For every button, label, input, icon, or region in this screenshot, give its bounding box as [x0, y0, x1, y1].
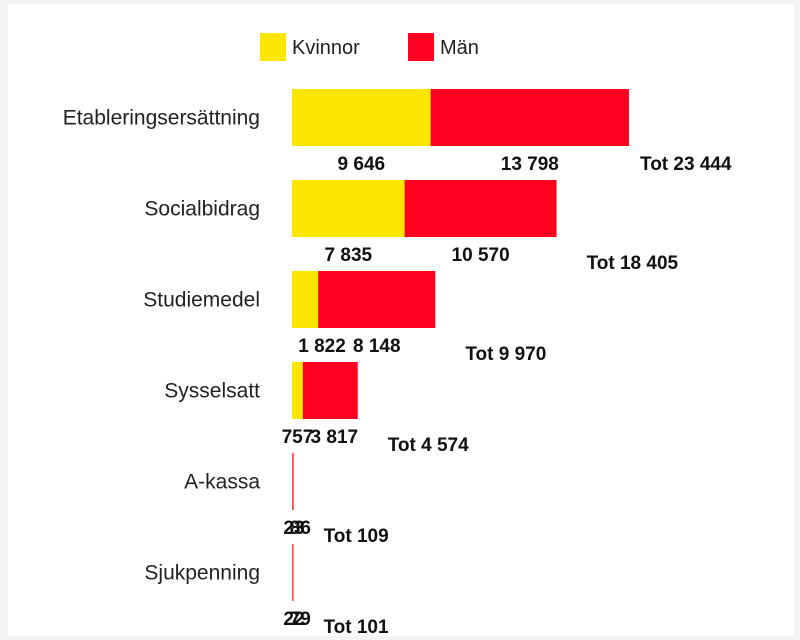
- total-label-sjukpenning: Tot 101: [323, 617, 389, 638]
- value-label-kvinnor-sjukpenning: 22: [283, 609, 304, 630]
- category-label-socialbidrag: Socialbidrag: [144, 198, 260, 221]
- value-label-kvinnor-socialbidrag: 7 835: [325, 245, 373, 266]
- total-label-sysselsatt: Tot 4 574: [388, 435, 469, 456]
- bar-man-etableringsersattning: [430, 89, 629, 146]
- bar-man-studiemedel: [318, 271, 436, 328]
- value-label-man-etableringsersattning: 13 798: [501, 154, 559, 175]
- value-label-man-sjukpenning: 79: [290, 609, 311, 630]
- value-label-kvinnor-sysselsatt: 757: [282, 427, 314, 448]
- bar-man-a-kassa: [292, 453, 294, 510]
- value-label-man-a-kassa: 86: [290, 518, 311, 539]
- total-label-etableringsersattning: Tot 23 444: [640, 154, 732, 175]
- legend-label-man: Män: [440, 37, 479, 59]
- bar-kvinnor-sysselsatt: [292, 362, 303, 419]
- legend-swatch-man: [408, 33, 434, 61]
- bar-kvinnor-socialbidrag: [292, 180, 405, 237]
- value-label-kvinnor-etableringsersattning: 9 646: [338, 154, 386, 175]
- category-label-studiemedel: Studiemedel: [143, 289, 260, 312]
- total-label-socialbidrag: Tot 18 405: [587, 253, 679, 274]
- legend-swatch-kvinnor: [260, 33, 286, 61]
- bar-kvinnor-studiemedel: [292, 271, 319, 328]
- value-label-man-socialbidrag: 10 570: [452, 245, 510, 266]
- category-label-etableringsersattning: Etableringsersättning: [63, 107, 260, 130]
- bar-kvinnor-etableringsersattning: [292, 89, 431, 146]
- category-label-a-kassa: A-kassa: [184, 471, 260, 494]
- bar-man-socialbidrag: [404, 180, 557, 237]
- bar-man-sjukpenning: [292, 544, 294, 601]
- legend-label-kvinnor: Kvinnor: [292, 37, 360, 59]
- value-label-kvinnor-studiemedel: 1 822: [298, 336, 346, 357]
- bars-group: [292, 89, 629, 601]
- value-label-man-studiemedel: 8 148: [353, 336, 401, 357]
- legend: Kvinnor Män: [260, 33, 479, 61]
- category-label-sysselsatt: Sysselsatt: [164, 380, 260, 403]
- total-label-a-kassa: Tot 109: [324, 526, 389, 547]
- bar-man-sysselsatt: [302, 362, 358, 419]
- value-label-man-sysselsatt: 3 817: [311, 427, 359, 448]
- category-label-sjukpenning: Sjukpenning: [144, 562, 260, 585]
- total-label-studiemedel: Tot 9 970: [465, 344, 546, 365]
- labels-group: Etableringsersättning 9 646 13 798 Tot 23 4…: [63, 107, 732, 639]
- value-label-kvinnor-a-kassa: 23: [283, 518, 304, 539]
